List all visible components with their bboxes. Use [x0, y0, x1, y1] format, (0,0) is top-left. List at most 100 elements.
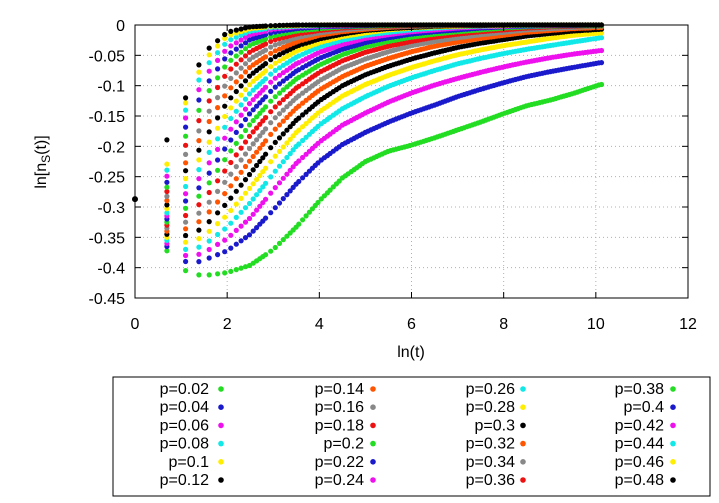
data-point — [196, 210, 202, 216]
x-tick-label: 4 — [315, 316, 324, 333]
data-point — [284, 140, 290, 146]
legend-label: p=0.24 — [315, 472, 364, 489]
data-point — [222, 135, 228, 141]
legend-label: p=0.28 — [466, 399, 515, 416]
data-point — [280, 175, 286, 181]
data-point — [300, 217, 306, 223]
data-point — [164, 161, 170, 167]
data-point — [233, 176, 239, 182]
y-tick-label: -0.4 — [97, 261, 125, 278]
data-point — [257, 203, 263, 209]
data-point — [268, 44, 274, 50]
data-point — [268, 131, 274, 137]
y-tick-label: -0.15 — [89, 109, 126, 126]
data-point — [215, 38, 221, 44]
data-point — [183, 168, 189, 174]
legend-label: p=0.06 — [160, 417, 209, 434]
data-point — [228, 183, 234, 189]
data-point — [238, 102, 244, 108]
data-point — [327, 187, 333, 193]
data-point — [272, 37, 278, 43]
legend-item: p=0.48 — [615, 472, 676, 489]
data-point — [233, 34, 239, 40]
data-point — [242, 264, 249, 270]
data-point — [250, 167, 256, 173]
data-point — [300, 100, 306, 106]
y-tick-label: -0.2 — [97, 139, 125, 156]
data-point — [183, 268, 189, 274]
data-point — [233, 241, 239, 247]
legend-item: p=0.38 — [615, 381, 676, 398]
data-point — [268, 38, 274, 45]
data-point — [222, 168, 228, 174]
data-point — [183, 142, 189, 148]
data-point — [183, 100, 189, 106]
data-point — [276, 90, 283, 96]
data-point — [276, 81, 283, 87]
data-point — [228, 232, 234, 238]
data-point — [260, 169, 266, 175]
data-point — [246, 82, 253, 88]
data-point — [263, 54, 269, 60]
data-point — [206, 170, 212, 176]
data-point — [303, 213, 309, 219]
data-point — [183, 205, 189, 211]
data-point — [242, 177, 249, 183]
data-point — [164, 206, 170, 212]
data-point — [238, 112, 244, 118]
data-point — [228, 159, 234, 166]
data-point — [238, 145, 244, 151]
legend-label: p=0.16 — [315, 399, 364, 416]
data-point — [196, 193, 202, 199]
data-point — [260, 141, 266, 147]
data-point — [164, 137, 170, 143]
data-point — [238, 37, 244, 43]
data-point — [246, 185, 253, 191]
x-tick-label: 8 — [499, 316, 508, 333]
legend-label: p=0.14 — [315, 381, 364, 398]
data-point — [196, 259, 202, 265]
data-point — [250, 141, 256, 147]
data-point — [215, 271, 221, 277]
data-point — [228, 171, 234, 177]
data-point — [263, 180, 269, 186]
data-point — [206, 149, 212, 155]
legend-marker — [520, 422, 526, 429]
data-point — [250, 118, 256, 124]
data-point — [228, 50, 234, 56]
data-point — [206, 98, 212, 104]
data-point — [290, 147, 296, 153]
data-point — [263, 84, 269, 90]
data-point — [296, 74, 302, 80]
data-point — [276, 163, 283, 169]
legend-label: p=0.2 — [324, 436, 365, 453]
data-point — [284, 154, 290, 161]
data-point — [296, 67, 302, 73]
data-point — [164, 179, 170, 185]
data-point — [246, 91, 253, 97]
data-point — [222, 124, 228, 130]
data-point — [196, 107, 202, 113]
data-point — [257, 188, 263, 194]
data-point — [196, 272, 202, 278]
data-point — [268, 174, 274, 180]
data-point — [183, 107, 189, 113]
legend-marker — [670, 440, 676, 447]
data-point — [206, 255, 212, 261]
data-point — [336, 178, 342, 184]
data-point — [280, 144, 286, 150]
legend-label: p=0.38 — [615, 381, 664, 398]
legend-item: p=0.44 — [615, 436, 676, 453]
legend-label: p=0.44 — [615, 436, 664, 453]
y-axis-title-main: ln[n — [33, 163, 50, 189]
y-axis-title-tail: (t)] — [33, 135, 50, 155]
data-point — [296, 83, 302, 89]
data-point — [238, 195, 244, 201]
data-point — [254, 149, 260, 155]
data-point — [233, 140, 239, 146]
data-point — [228, 195, 234, 201]
data-point — [164, 248, 170, 254]
data-point — [276, 200, 283, 206]
legend-marker — [520, 459, 526, 465]
data-point — [196, 77, 202, 83]
